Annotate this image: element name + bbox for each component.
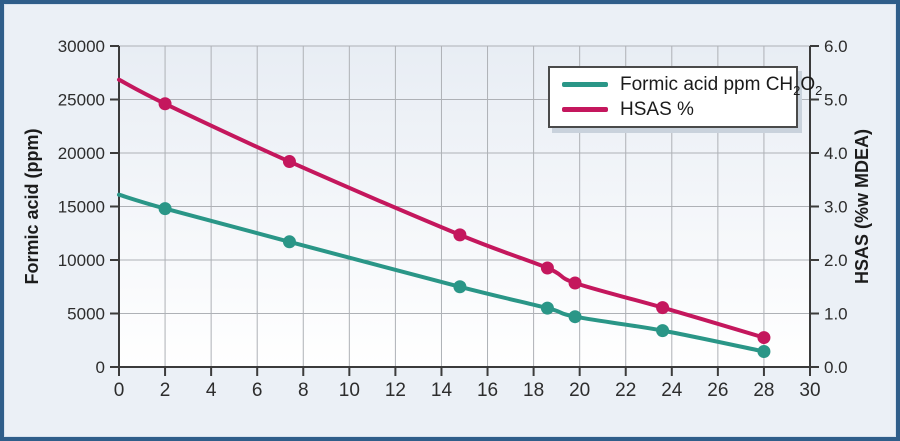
x-tick-label-16: 16: [477, 380, 498, 401]
x-tick-label-22: 22: [615, 380, 636, 401]
legend-item-hsas: HSAS %: [562, 98, 784, 121]
data-point-formic-acid-28: [757, 344, 771, 358]
data-point-formic-acid-23.6: [656, 324, 670, 338]
left-tick-label-0: 0: [96, 358, 105, 377]
left-axis-title: Formic acid (ppm): [22, 128, 42, 284]
x-tick-label-18: 18: [523, 380, 544, 401]
data-point-formic-acid-19.8: [568, 310, 582, 324]
x-tick-label-10: 10: [339, 380, 360, 401]
x-tick-label-30: 30: [799, 380, 820, 401]
data-point-hsas-28: [757, 331, 771, 345]
legend-label-formic-acid: Formic acid ppm CH2O2: [620, 73, 823, 98]
legend-label-hsas: HSAS %: [620, 98, 694, 120]
left-tick-label-5000: 5000: [67, 305, 105, 324]
right-tick-label-4.0: 4.0: [824, 144, 848, 163]
right-tick-label-0.0: 0.0: [824, 358, 848, 377]
x-tick-label-4: 4: [206, 380, 217, 401]
left-tick-label-30000: 30000: [58, 37, 105, 56]
x-tick-label-26: 26: [707, 380, 728, 401]
right-tick-label-3.0: 3.0: [824, 198, 848, 217]
legend: Formic acid ppm CH2O2 HSAS %: [548, 66, 822, 128]
x-tick-label-0: 0: [114, 380, 125, 401]
data-point-hsas-14.8: [453, 228, 467, 242]
data-point-hsas-7.4: [282, 155, 296, 169]
data-point-hsas-2: [158, 97, 172, 111]
x-tick-label-8: 8: [298, 380, 309, 401]
right-tick-label-2.0: 2.0: [824, 251, 848, 270]
right-tick-label-5.0: 5.0: [824, 91, 848, 110]
legend-swatch-hsas: [562, 107, 608, 112]
x-tick-label-14: 14: [431, 380, 453, 401]
legend-item-formic-acid: Formic acid ppm CH2O2: [562, 73, 822, 96]
x-tick-label-28: 28: [753, 380, 774, 401]
x-tick-label-24: 24: [661, 380, 683, 401]
left-tick-label-25000: 25000: [58, 91, 105, 110]
right-axis-title: HSAS (%w MDEA): [852, 129, 872, 284]
data-point-hsas-18.6: [540, 261, 554, 275]
right-tick-label-1.0: 1.0: [824, 305, 848, 324]
x-tick-label-2: 2: [160, 380, 171, 401]
left-tick-label-20000: 20000: [58, 144, 105, 163]
data-point-formic-acid-14.8: [453, 280, 467, 294]
data-point-hsas-19.8: [568, 276, 582, 290]
left-tick-label-10000: 10000: [58, 251, 105, 270]
data-point-formic-acid-7.4: [282, 235, 296, 249]
x-tick-label-12: 12: [385, 380, 406, 401]
x-tick-label-6: 6: [252, 380, 263, 401]
legend-swatch-formic-acid: [562, 82, 608, 87]
x-tick-label-20: 20: [569, 380, 590, 401]
data-point-formic-acid-18.6: [540, 301, 554, 315]
data-point-hsas-23.6: [656, 301, 670, 315]
left-tick-label-15000: 15000: [58, 198, 105, 217]
right-tick-label-6.0: 6.0: [824, 37, 848, 56]
data-point-formic-acid-2: [158, 202, 172, 216]
